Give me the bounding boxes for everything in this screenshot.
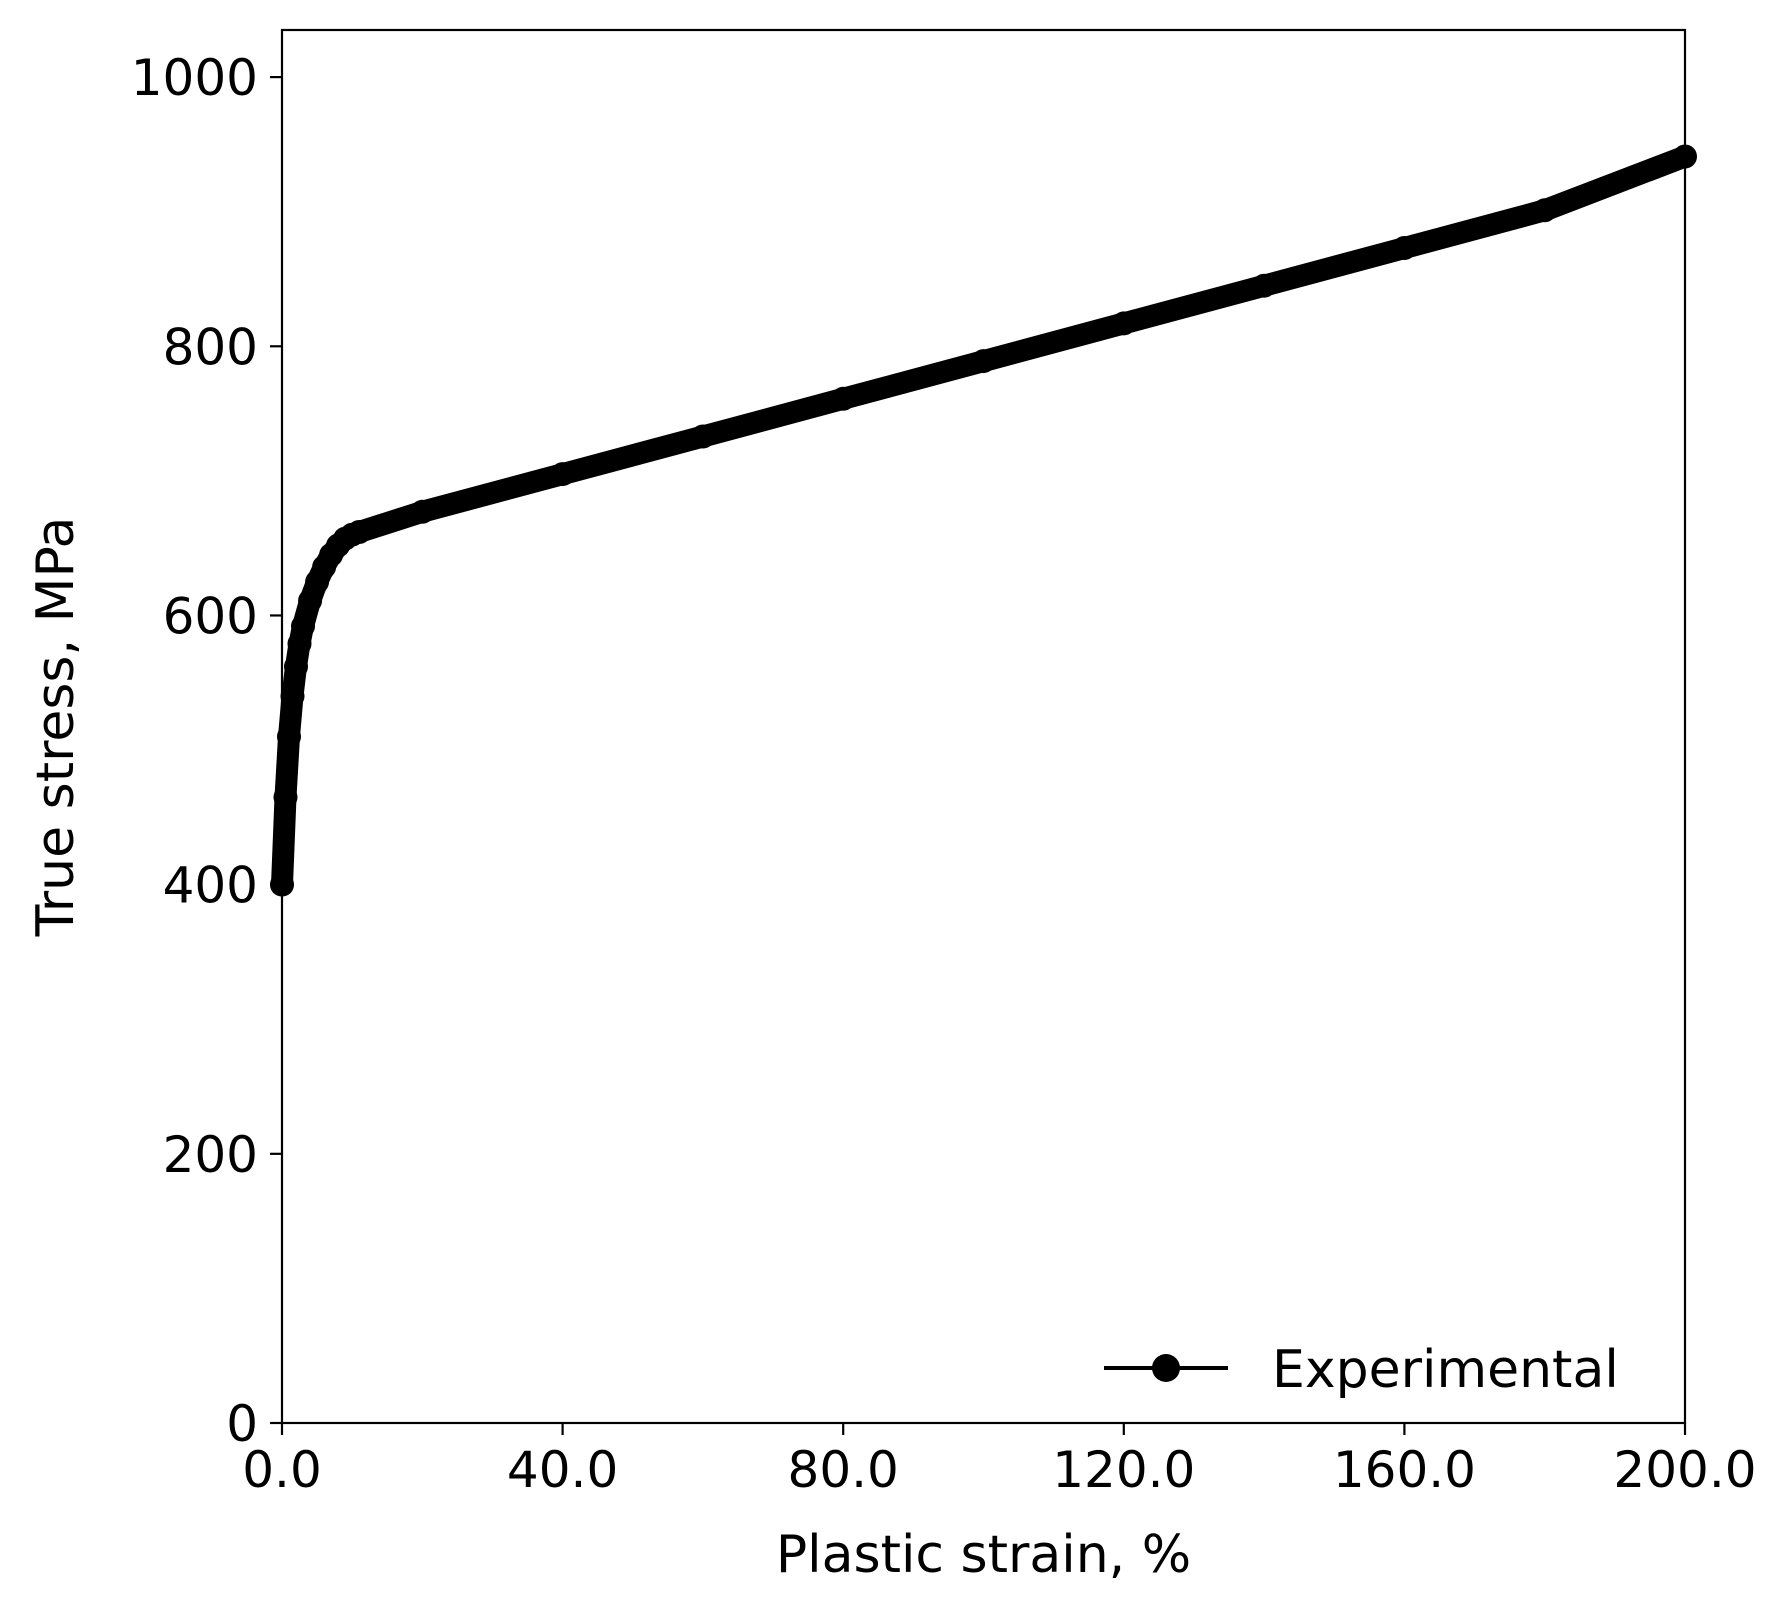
x-tick-label: 200.0	[1613, 1441, 1756, 1499]
data-point	[277, 724, 301, 749]
data-point	[284, 654, 308, 679]
data-point	[273, 785, 298, 810]
data-point	[1252, 273, 1277, 298]
data-point	[831, 386, 856, 411]
y-tick-label: 400	[163, 857, 258, 915]
data-point	[1392, 236, 1417, 260]
x-tick-label: 0.0	[242, 1441, 322, 1499]
data-point	[550, 462, 575, 487]
x-axis-label: Plastic strain, %	[776, 1525, 1191, 1585]
x-tick-label: 160.0	[1333, 1441, 1476, 1499]
data-point	[690, 424, 715, 449]
y-tick-label: 800	[163, 318, 258, 376]
y-tick-label: 0	[226, 1395, 258, 1453]
y-axis-ticks: 0 200 400 600 800 1000	[131, 49, 282, 1453]
x-tick-label: 120.0	[1052, 1441, 1195, 1499]
legend-marker-swatch	[1152, 1354, 1180, 1382]
y-axis-label: True stress, MPa	[26, 517, 86, 938]
series-layer	[270, 144, 1697, 897]
x-tick-label: 40.0	[507, 1441, 618, 1499]
data-point	[347, 520, 372, 544]
y-tick-label: 1000	[131, 49, 258, 107]
y-tick-label: 600	[163, 587, 258, 645]
data-point	[971, 349, 996, 374]
legend-label-experimental: Experimental	[1272, 1340, 1619, 1400]
legend: Experimental	[1104, 1340, 1619, 1400]
y-tick-label: 200	[163, 1126, 258, 1184]
x-axis-ticks: 0.0 40.0 80.0 120.0 160.0 200.0	[242, 1423, 1757, 1499]
data-point	[291, 614, 315, 639]
plot-area-frame	[280, 28, 1687, 1425]
data-point	[1111, 311, 1136, 336]
data-point	[1532, 198, 1557, 223]
x-tick-label: 80.0	[788, 1441, 899, 1499]
data-point	[410, 499, 435, 524]
series-line-0	[271, 145, 1696, 896]
data-point	[280, 684, 305, 709]
data-point	[298, 588, 323, 613]
